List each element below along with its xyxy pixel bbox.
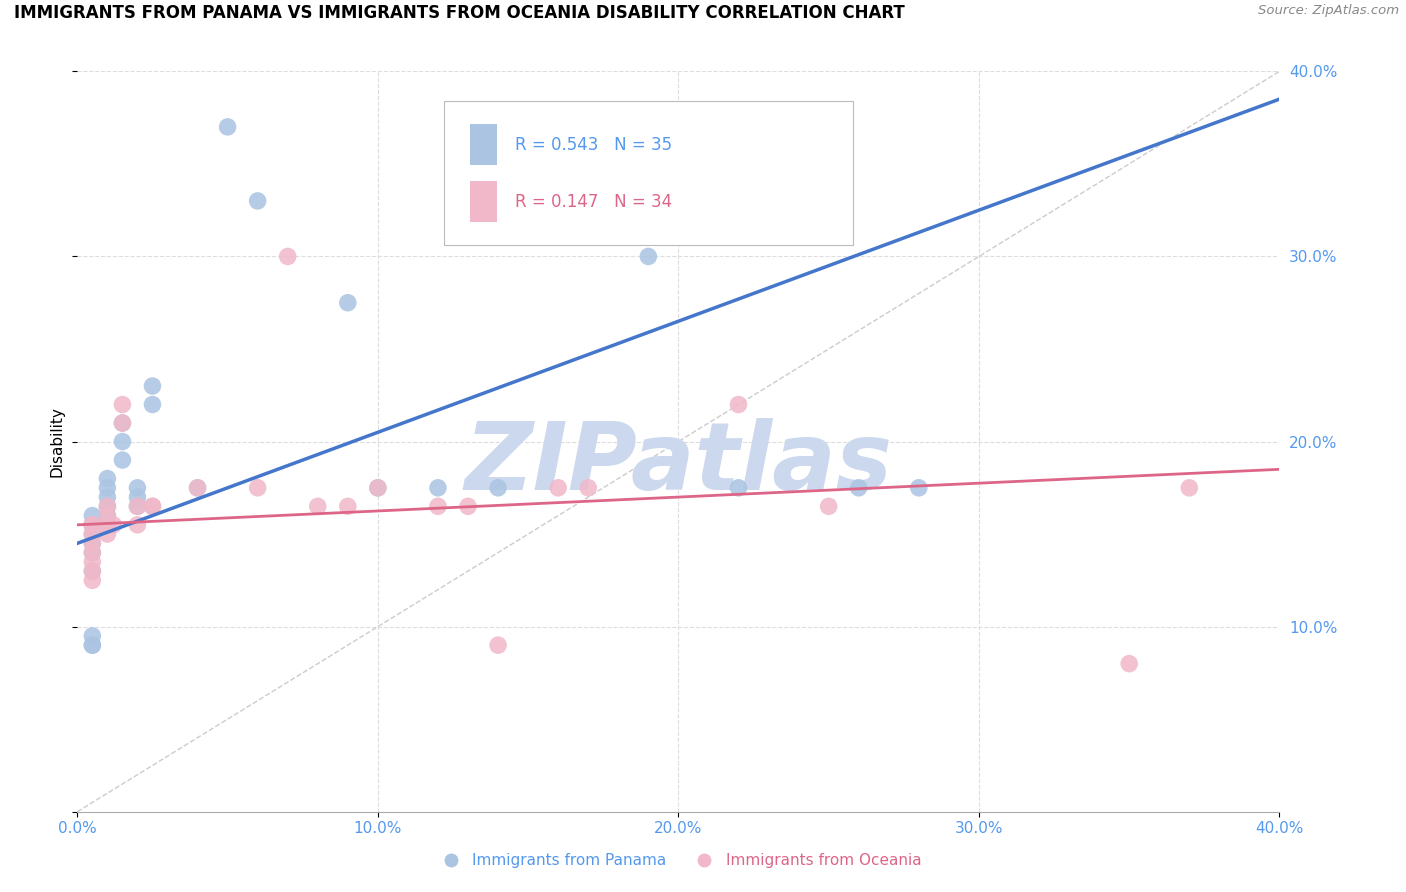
Point — [848, 481, 870, 495]
Point — [187, 481, 209, 495]
Text: IMMIGRANTS FROM PANAMA VS IMMIGRANTS FROM OCEANIA DISABILITY CORRELATION CHART: IMMIGRANTS FROM PANAMA VS IMMIGRANTS FRO… — [14, 4, 905, 22]
Point — [103, 517, 125, 532]
Point — [457, 500, 479, 514]
Point — [82, 574, 104, 588]
Point — [96, 527, 118, 541]
Point — [111, 397, 134, 411]
Point — [96, 490, 118, 504]
Point — [96, 500, 118, 514]
Point — [127, 490, 149, 504]
Point — [246, 481, 269, 495]
Point — [82, 508, 104, 523]
Point — [82, 536, 104, 550]
Point — [427, 500, 450, 514]
Point — [96, 471, 118, 485]
Point — [82, 527, 104, 541]
Point — [96, 508, 118, 523]
Point — [82, 564, 104, 578]
Point — [111, 434, 134, 449]
Point — [727, 481, 749, 495]
Point — [82, 517, 104, 532]
Bar — [471, 181, 496, 222]
Point — [82, 638, 104, 652]
Point — [1118, 657, 1140, 671]
FancyBboxPatch shape — [444, 101, 852, 245]
Y-axis label: Disability: Disability — [49, 406, 65, 477]
Point — [96, 517, 118, 532]
Point — [82, 564, 104, 578]
Point — [187, 481, 209, 495]
Point — [486, 638, 509, 652]
Point — [111, 453, 134, 467]
Text: ZIPatlas: ZIPatlas — [464, 417, 893, 509]
Point — [141, 500, 163, 514]
Point — [82, 545, 104, 560]
Point — [96, 517, 118, 532]
Point — [96, 500, 118, 514]
Point — [127, 517, 149, 532]
Point — [111, 416, 134, 430]
Point — [82, 527, 104, 541]
Point — [127, 500, 149, 514]
Bar — [471, 124, 496, 165]
Point — [246, 194, 269, 208]
Point — [82, 629, 104, 643]
Point — [367, 481, 389, 495]
Point — [82, 517, 104, 532]
Text: Source: ZipAtlas.com: Source: ZipAtlas.com — [1258, 4, 1399, 18]
Point — [141, 379, 163, 393]
Point — [217, 120, 239, 134]
Point — [141, 500, 163, 514]
Point — [277, 250, 299, 264]
Point — [1178, 481, 1201, 495]
Point — [127, 481, 149, 495]
Point — [576, 481, 599, 495]
Point — [367, 481, 389, 495]
Text: R = 0.147   N = 34: R = 0.147 N = 34 — [515, 193, 672, 211]
Legend: Immigrants from Panama, Immigrants from Oceania: Immigrants from Panama, Immigrants from … — [429, 847, 928, 874]
Point — [82, 517, 104, 532]
Point — [141, 397, 163, 411]
Point — [307, 500, 329, 514]
Point — [486, 481, 509, 495]
Point — [336, 500, 359, 514]
Point — [82, 517, 104, 532]
Point — [547, 481, 569, 495]
Point — [336, 295, 359, 310]
Point — [727, 397, 749, 411]
Point — [96, 508, 118, 523]
Point — [127, 500, 149, 514]
Point — [427, 481, 450, 495]
Point — [817, 500, 839, 514]
Point — [908, 481, 931, 495]
Point — [82, 545, 104, 560]
Point — [82, 555, 104, 569]
Point — [82, 536, 104, 550]
Text: R = 0.543   N = 35: R = 0.543 N = 35 — [515, 136, 672, 153]
Point — [96, 481, 118, 495]
Point — [637, 250, 659, 264]
Point — [82, 638, 104, 652]
Point — [111, 416, 134, 430]
